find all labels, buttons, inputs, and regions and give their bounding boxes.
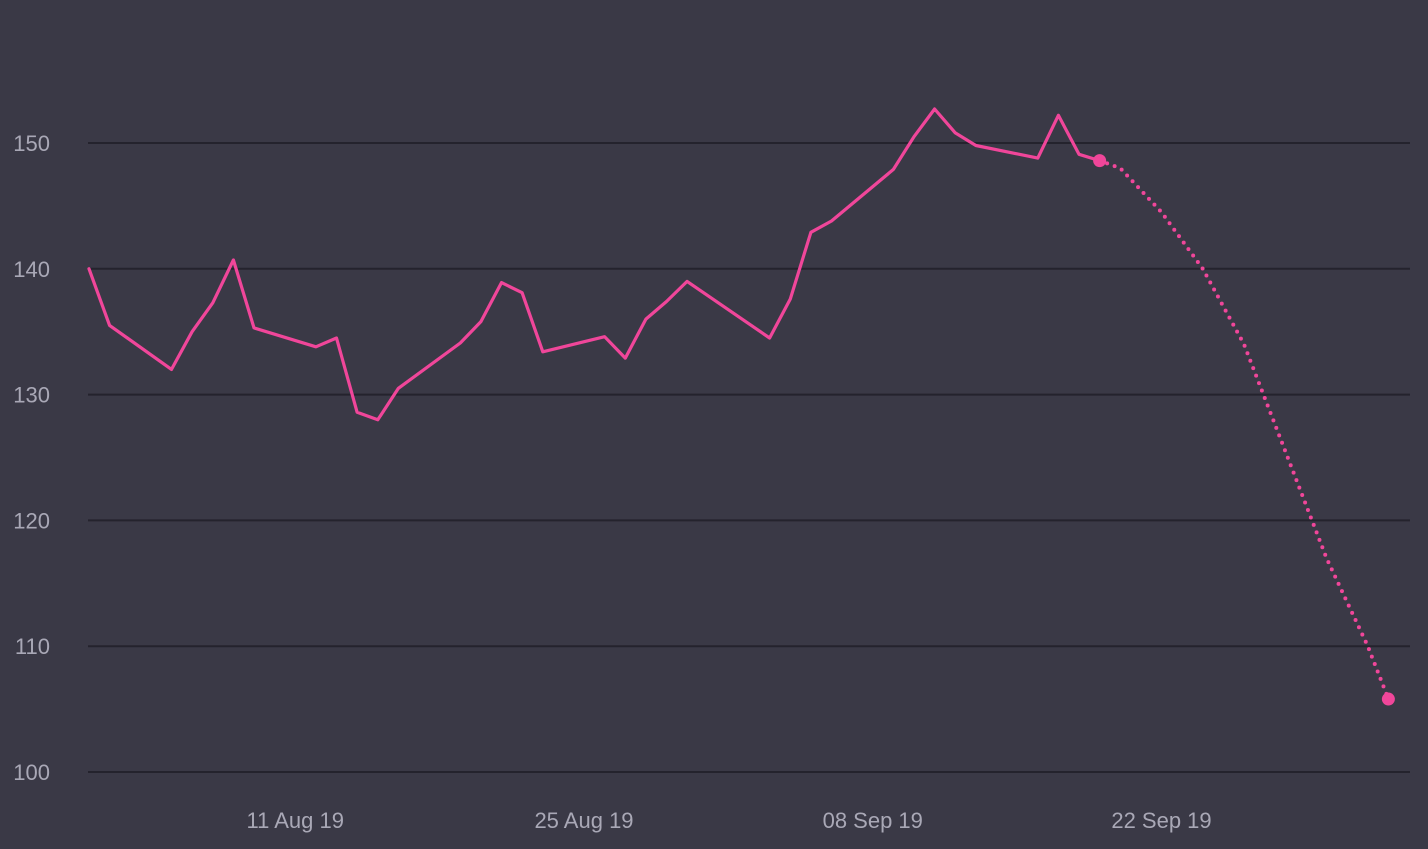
- series-line-solid: [87, 107, 1102, 422]
- y-tick-label-140: 140: [13, 257, 50, 282]
- y-tick-label-150: 150: [13, 131, 50, 156]
- y-tick-label-120: 120: [13, 508, 50, 533]
- point-marker-2019-09-19: [1093, 154, 1107, 168]
- grid-lines: [88, 142, 1410, 773]
- series-line-dotted: [1097, 158, 1391, 701]
- x-tick-label-2019-09-22: 22 Sep 19: [1111, 808, 1211, 833]
- series-markers: [1093, 154, 1395, 706]
- x-axis: 11 Aug 19 25 Aug 19 08 Sep 19 22 Sep 19: [247, 808, 1212, 833]
- y-tick-label-110: 110: [15, 634, 50, 659]
- series-lines: [87, 107, 1391, 701]
- x-tick-label-2019-08-25: 25 Aug 19: [534, 808, 633, 833]
- y-tick-label-100: 100: [13, 760, 50, 785]
- y-axis: 100 110 120 130 140 150: [13, 131, 50, 785]
- x-tick-label-2019-09-08: 08 Sep 19: [823, 808, 923, 833]
- point-marker-2019-10-03: [1381, 692, 1395, 706]
- x-tick-label-2019-08-11: 11 Aug 19: [247, 808, 344, 833]
- y-tick-label-130: 130: [13, 383, 50, 408]
